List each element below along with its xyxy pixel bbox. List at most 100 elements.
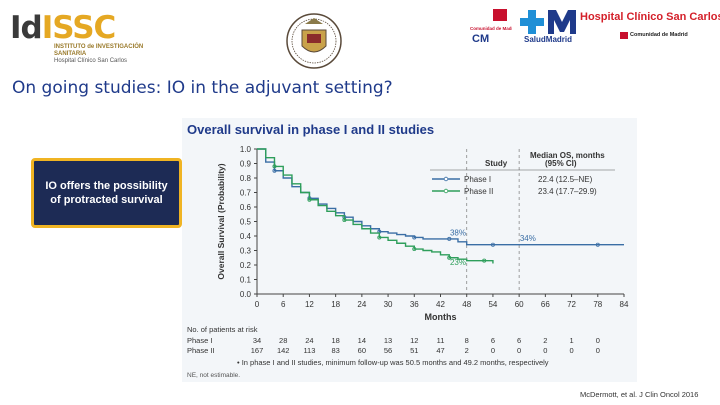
x-tick-label: 60 (515, 300, 524, 309)
series-line-phase-2 (257, 148, 494, 264)
idissc-logo-text: IdISSC (10, 10, 116, 46)
citation: McDermott, et al. J Clin Oncol 2016 (580, 390, 699, 399)
x-tick-label: 78 (593, 300, 602, 309)
legend-marker (443, 188, 449, 194)
y-axis-label: Overall Survival (Probability) (216, 163, 226, 279)
censor-marker (412, 235, 417, 240)
at-risk-value: 28 (279, 336, 287, 345)
annotation-phase2-48mo: 23% (450, 258, 466, 267)
annotation-phase1-60mo: 34% (520, 234, 536, 243)
y-tick-label: 0.5 (240, 218, 252, 227)
annotation-phase1-48mo: 38% (450, 228, 466, 237)
x-tick-label: 36 (410, 300, 419, 309)
censor-marker (447, 236, 452, 241)
censor-marker (447, 255, 452, 260)
x-axis-label: Months (425, 312, 457, 322)
y-tick-label: 0.6 (240, 203, 252, 212)
x-tick-label: 18 (331, 300, 340, 309)
salud-madrid-icon (520, 10, 576, 34)
at-risk-header: No. of patients at risk (187, 325, 258, 334)
x-tick-label: 66 (541, 300, 550, 309)
y-tick-label: 1.0 (240, 145, 252, 154)
footnote-ne: NE, not estimable. (187, 372, 240, 379)
callout-text: IO offers the possibility of protracted s… (45, 180, 168, 206)
at-risk-value: 11 (437, 336, 445, 345)
y-tick-label: 0.0 (240, 290, 252, 299)
svg-text:Comunidad de Madrid: Comunidad de Madrid (470, 26, 512, 31)
at-risk-value: 167 (251, 346, 264, 355)
legend-series-median: 22.4 (12.5–NE) (538, 175, 593, 184)
hospital-name: Hospital Clínico San Carlos (580, 11, 720, 23)
x-tick-label: 48 (462, 300, 471, 309)
at-risk-value: 0 (517, 346, 521, 355)
at-risk-value: 83 (331, 346, 339, 355)
at-risk-value: 12 (410, 336, 418, 345)
idissc-logo-subtitle: INSTITUTO de INVESTIGACIÓN SANITARIA Hos… (54, 44, 144, 64)
at-risk-value: 13 (384, 336, 392, 345)
at-risk-value: 18 (331, 336, 339, 345)
y-tick-label: 0.9 (240, 160, 252, 169)
at-risk-value: 0 (596, 346, 600, 355)
y-tick-label: 0.2 (240, 261, 252, 270)
censor-marker (342, 218, 347, 223)
censor-marker (482, 258, 487, 263)
at-risk-value: 0 (596, 336, 600, 345)
legend-series-name: Phase II (464, 187, 493, 196)
at-risk-value: 47 (436, 346, 444, 355)
at-risk-value: 14 (358, 336, 366, 345)
at-risk-value: 113 (303, 346, 315, 355)
censor-marker (272, 168, 277, 173)
comunidad-flag-icon (620, 32, 628, 39)
censor-marker (412, 247, 417, 252)
y-tick-label: 0.8 (240, 174, 252, 183)
at-risk-value: 2 (543, 336, 547, 345)
at-risk-value: 8 (465, 336, 469, 345)
at-risk-value: 51 (410, 346, 418, 355)
legend-header-ci: (95% CI) (545, 159, 577, 168)
callout-box: IO offers the possibility of protracted s… (31, 158, 182, 228)
idissc-logo: IdISSC INSTITUTO de INVESTIGACIÓN SANITA… (10, 8, 160, 68)
comunidad-madrid-logo: Comunidad de Madrid CM (470, 9, 512, 45)
legend-series-name: Phase I (464, 175, 491, 184)
university-crest-icon (286, 13, 342, 69)
x-tick-label: 42 (436, 300, 445, 309)
x-tick-label: 12 (305, 300, 314, 309)
legend-marker (443, 176, 449, 182)
at-risk-value: 56 (384, 346, 392, 355)
at-risk-value: 142 (277, 346, 290, 355)
at-risk-value: 60 (358, 346, 366, 355)
censor-marker (595, 242, 600, 247)
hospital-logo: SaludMadrid Hospital Clínico San Carlos (518, 6, 720, 46)
chart-title: Overall survival in phase I and II studi… (187, 122, 434, 137)
x-tick-label: 84 (620, 300, 629, 309)
censor-marker (307, 197, 312, 202)
chart-panel: Overall survival in phase I and II studi… (182, 118, 637, 382)
y-tick-label: 0.7 (240, 189, 252, 198)
y-tick-label: 0.1 (240, 276, 252, 285)
at-risk-value: 6 (517, 336, 521, 345)
x-tick-label: 30 (384, 300, 393, 309)
at-risk-value: 24 (305, 336, 313, 345)
x-tick-label: 0 (255, 300, 260, 309)
x-tick-label: 54 (488, 300, 497, 309)
censor-marker (377, 235, 382, 240)
at-risk-value: 0 (491, 346, 495, 355)
x-tick-label: 72 (567, 300, 576, 309)
salud-madrid-label: SaludMadrid (524, 35, 573, 44)
at-risk-value: 2 (465, 346, 469, 355)
at-risk-row-label: Phase I (187, 336, 212, 345)
svg-text:CM: CM (472, 33, 489, 45)
comunidad-label: Comunidad de Madrid (630, 32, 688, 38)
at-risk-value: 0 (543, 346, 547, 355)
x-tick-label: 6 (281, 300, 286, 309)
at-risk-value: 34 (253, 336, 261, 345)
censor-marker (490, 242, 495, 247)
y-tick-label: 0.4 (240, 232, 252, 241)
footnote-bullet: • In phase I and II studies, minimum fol… (237, 358, 549, 367)
legend-series-median: 23.4 (17.7–29.9) (538, 187, 597, 196)
x-tick-label: 24 (357, 300, 366, 309)
y-tick-label: 0.3 (240, 247, 252, 256)
at-risk-value: 0 (569, 346, 573, 355)
page-title: On going studies: IO in the adjuvant set… (12, 78, 393, 98)
censor-marker (272, 164, 277, 169)
